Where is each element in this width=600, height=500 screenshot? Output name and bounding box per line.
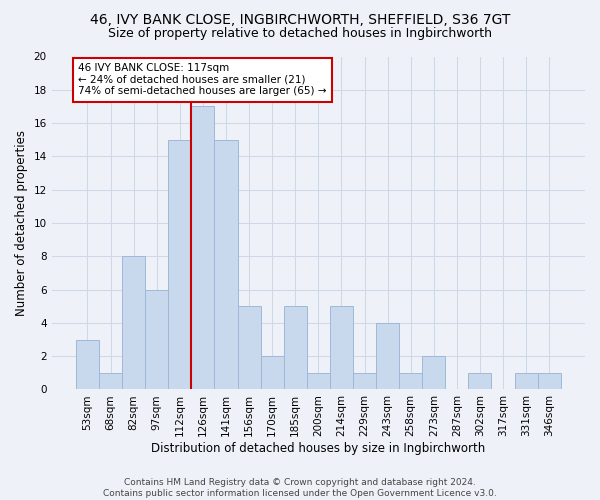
Y-axis label: Number of detached properties: Number of detached properties (15, 130, 28, 316)
Bar (422, 356, 445, 390)
Bar (399, 373, 422, 390)
Bar (330, 306, 353, 390)
Bar (376, 323, 399, 390)
Text: Contains HM Land Registry data © Crown copyright and database right 2024.
Contai: Contains HM Land Registry data © Crown c… (103, 478, 497, 498)
Bar (284, 306, 307, 390)
X-axis label: Distribution of detached houses by size in Ingbirchworth: Distribution of detached houses by size … (151, 442, 485, 455)
Bar (99, 373, 122, 390)
Bar (353, 373, 376, 390)
Bar (469, 373, 491, 390)
Bar (515, 373, 538, 390)
Text: 46 IVY BANK CLOSE: 117sqm
← 24% of detached houses are smaller (21)
74% of semi-: 46 IVY BANK CLOSE: 117sqm ← 24% of detac… (78, 63, 327, 96)
Bar (191, 106, 214, 390)
Bar (168, 140, 191, 390)
Bar (260, 356, 284, 390)
Bar (145, 290, 168, 390)
Bar (538, 373, 561, 390)
Bar (122, 256, 145, 390)
Text: Size of property relative to detached houses in Ingbirchworth: Size of property relative to detached ho… (108, 28, 492, 40)
Bar (76, 340, 99, 390)
Bar (214, 140, 238, 390)
Bar (238, 306, 260, 390)
Text: 46, IVY BANK CLOSE, INGBIRCHWORTH, SHEFFIELD, S36 7GT: 46, IVY BANK CLOSE, INGBIRCHWORTH, SHEFF… (90, 12, 510, 26)
Bar (307, 373, 330, 390)
